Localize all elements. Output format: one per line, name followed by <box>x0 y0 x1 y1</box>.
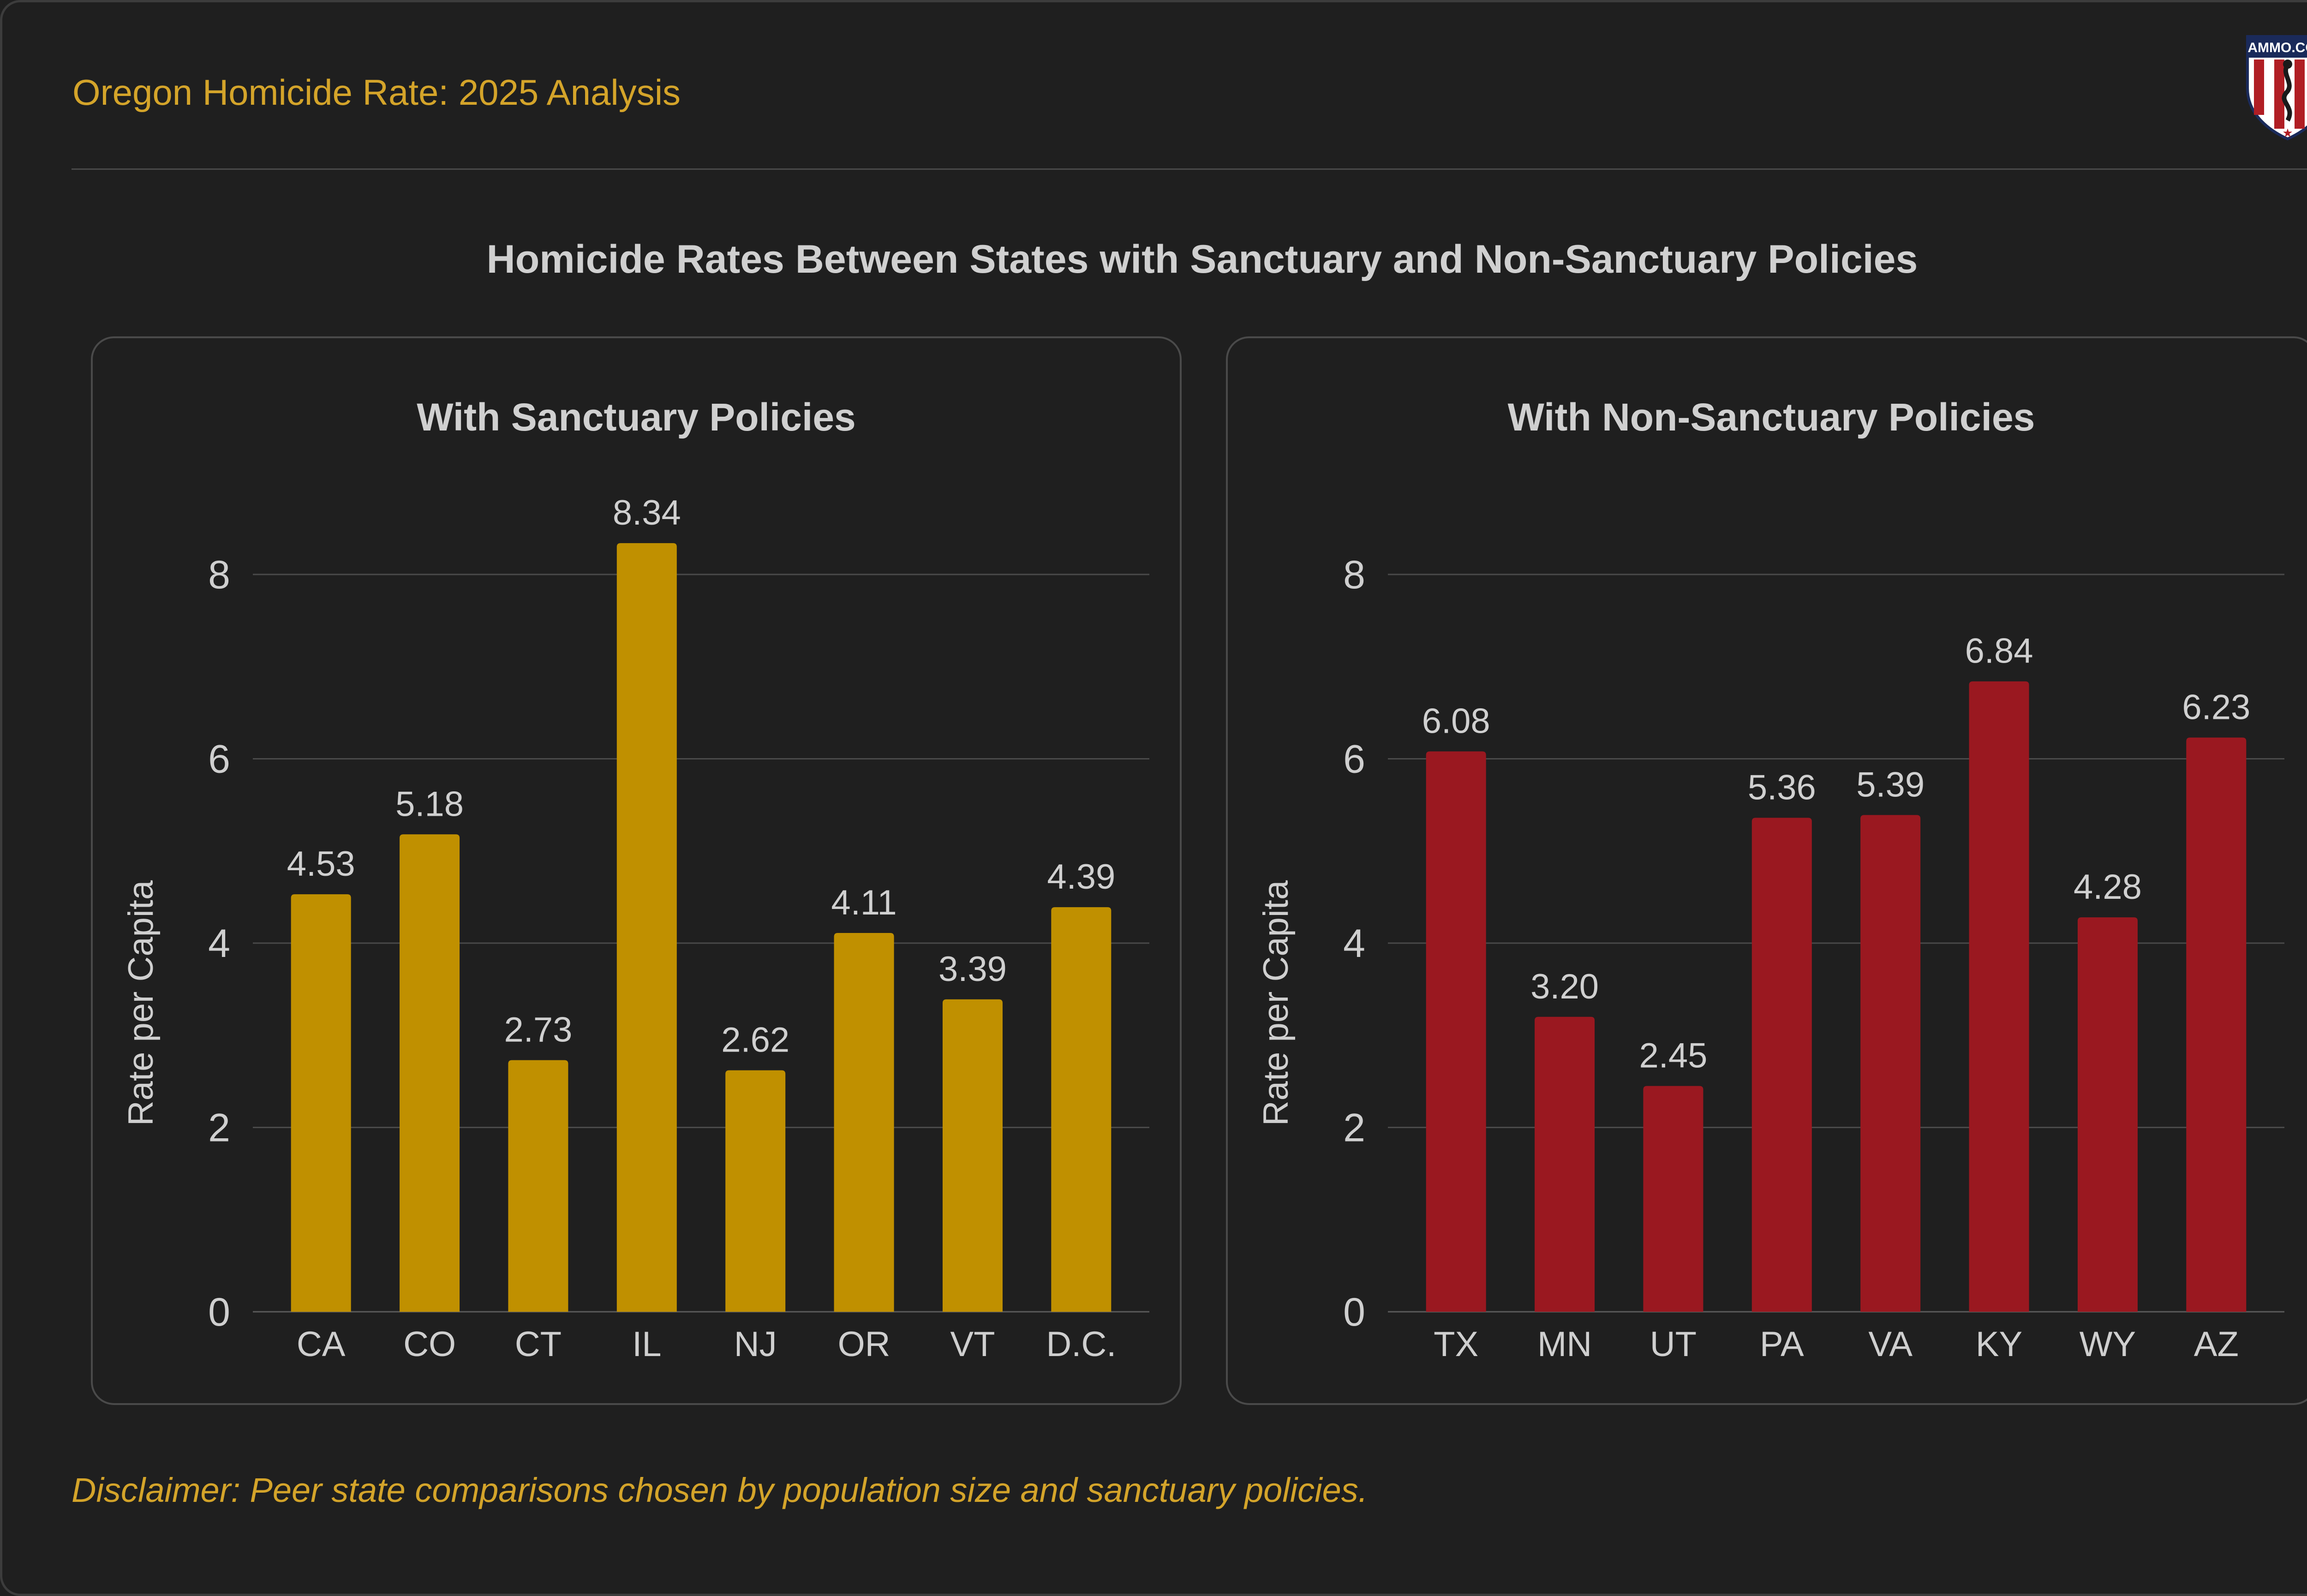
x-tick-label: VT <box>950 1325 995 1364</box>
x-tick-label: UT <box>1650 1325 1697 1364</box>
x-tick-label: OR <box>838 1325 891 1364</box>
y-axis-label: Rate per Capita <box>121 880 161 1126</box>
x-tick-label: NJ <box>734 1325 777 1364</box>
bar-value-label: 3.39 <box>938 950 1007 989</box>
bar <box>725 1070 786 1312</box>
bar <box>508 1060 568 1312</box>
bar-value-label: 4.53 <box>287 844 355 884</box>
bar <box>1751 818 1812 1312</box>
x-tick-label: KY <box>1976 1325 2022 1364</box>
bar <box>2077 917 2138 1312</box>
bar-value-label: 3.20 <box>1530 967 1599 1006</box>
y-tick-label: 6 <box>208 737 230 782</box>
bar-value-label: 2.62 <box>721 1021 789 1060</box>
sanctuary-chart-panel: With Sanctuary Policies 0 2 4 6 8 Rate per Cap… <box>91 336 1182 1405</box>
x-tick-label: MN <box>1537 1325 1592 1364</box>
disclaimer-text: Disclaimer: Peer state comparisons chose… <box>72 1471 1368 1509</box>
page-title: Oregon Homicide Rate: 2025 Analysis <box>72 72 681 113</box>
bar-value-label: 2.73 <box>504 1010 572 1050</box>
y-tick-label: 2 <box>1343 1106 1365 1150</box>
y-tick-label: 8 <box>208 553 230 597</box>
bar-value-label: 6.23 <box>2182 688 2250 727</box>
bar <box>1426 751 1486 1312</box>
y-tick-label: 6 <box>1343 737 1365 782</box>
bar-value-label: 2.45 <box>1639 1036 1707 1076</box>
logo-text: AMMO.COM <box>2247 40 2307 55</box>
y-tick-label: 0 <box>208 1290 230 1334</box>
header-divider <box>72 168 2307 170</box>
bar <box>1969 681 2029 1312</box>
x-tick-label: WY <box>2080 1325 2136 1364</box>
bar <box>1643 1086 1703 1312</box>
x-tick-label: CO <box>403 1325 456 1364</box>
bar-value-label: 6.08 <box>1422 702 1490 741</box>
shield-logo-icon: AMMO.COM ★ <box>2246 35 2307 141</box>
x-tick-label: CA <box>297 1325 346 1364</box>
bar-value-label: 5.39 <box>1856 765 1924 804</box>
x-tick-label: CT <box>515 1325 562 1364</box>
y-tick-label: 0 <box>1343 1290 1365 1334</box>
y-tick-label: 8 <box>1343 553 1365 597</box>
chart-title: With Sanctuary Policies <box>417 395 856 439</box>
bar-value-label: 8.34 <box>613 493 681 532</box>
y-tick-label: 4 <box>1343 921 1365 966</box>
x-tick-label: IL <box>632 1325 661 1364</box>
non-sanctuary-chart-panel: With Non-Sanctuary Policies 0 2 4 6 8 Rate per… <box>1226 336 2307 1405</box>
bar <box>834 933 894 1312</box>
bar <box>1051 907 1112 1312</box>
bar-value-label: 4.11 <box>831 883 897 922</box>
bar <box>1535 1016 1595 1312</box>
x-tick-label: AZ <box>2194 1325 2239 1364</box>
bar <box>1860 815 1921 1312</box>
y-tick-label: 2 <box>208 1106 230 1150</box>
sanctuary-bar-chart: With Sanctuary Policies 0 2 4 6 8 Rate per Cap… <box>121 395 1149 1364</box>
svg-text:★: ★ <box>2282 126 2293 140</box>
chart-title: With Non-Sanctuary Policies <box>1508 395 2035 439</box>
x-tick-label: VA <box>1868 1325 1913 1364</box>
x-tick-label: D.C. <box>1046 1325 1116 1364</box>
bar-value-label: 6.84 <box>1965 632 2033 671</box>
bar-value-label: 5.18 <box>395 784 464 824</box>
chart-main-title: Homicide Rates Between States with Sanct… <box>486 237 1918 281</box>
x-tick-label: TX <box>1434 1325 1478 1364</box>
y-axis-label: Rate per Capita <box>1256 880 1296 1126</box>
bar <box>400 834 460 1312</box>
y-tick-label: 4 <box>208 921 230 966</box>
bar-value-label: 4.28 <box>2074 867 2142 907</box>
non-sanctuary-bar-chart: With Non-Sanctuary Policies 0 2 4 6 8 Rate per… <box>1256 395 2284 1364</box>
bar <box>942 999 1003 1312</box>
bar-value-label: 4.39 <box>1047 857 1115 897</box>
bar <box>2186 737 2247 1312</box>
bar-value-label: 5.36 <box>1748 768 1816 807</box>
x-tick-label: PA <box>1760 1325 1804 1364</box>
bar <box>291 894 351 1312</box>
bar <box>616 543 677 1312</box>
